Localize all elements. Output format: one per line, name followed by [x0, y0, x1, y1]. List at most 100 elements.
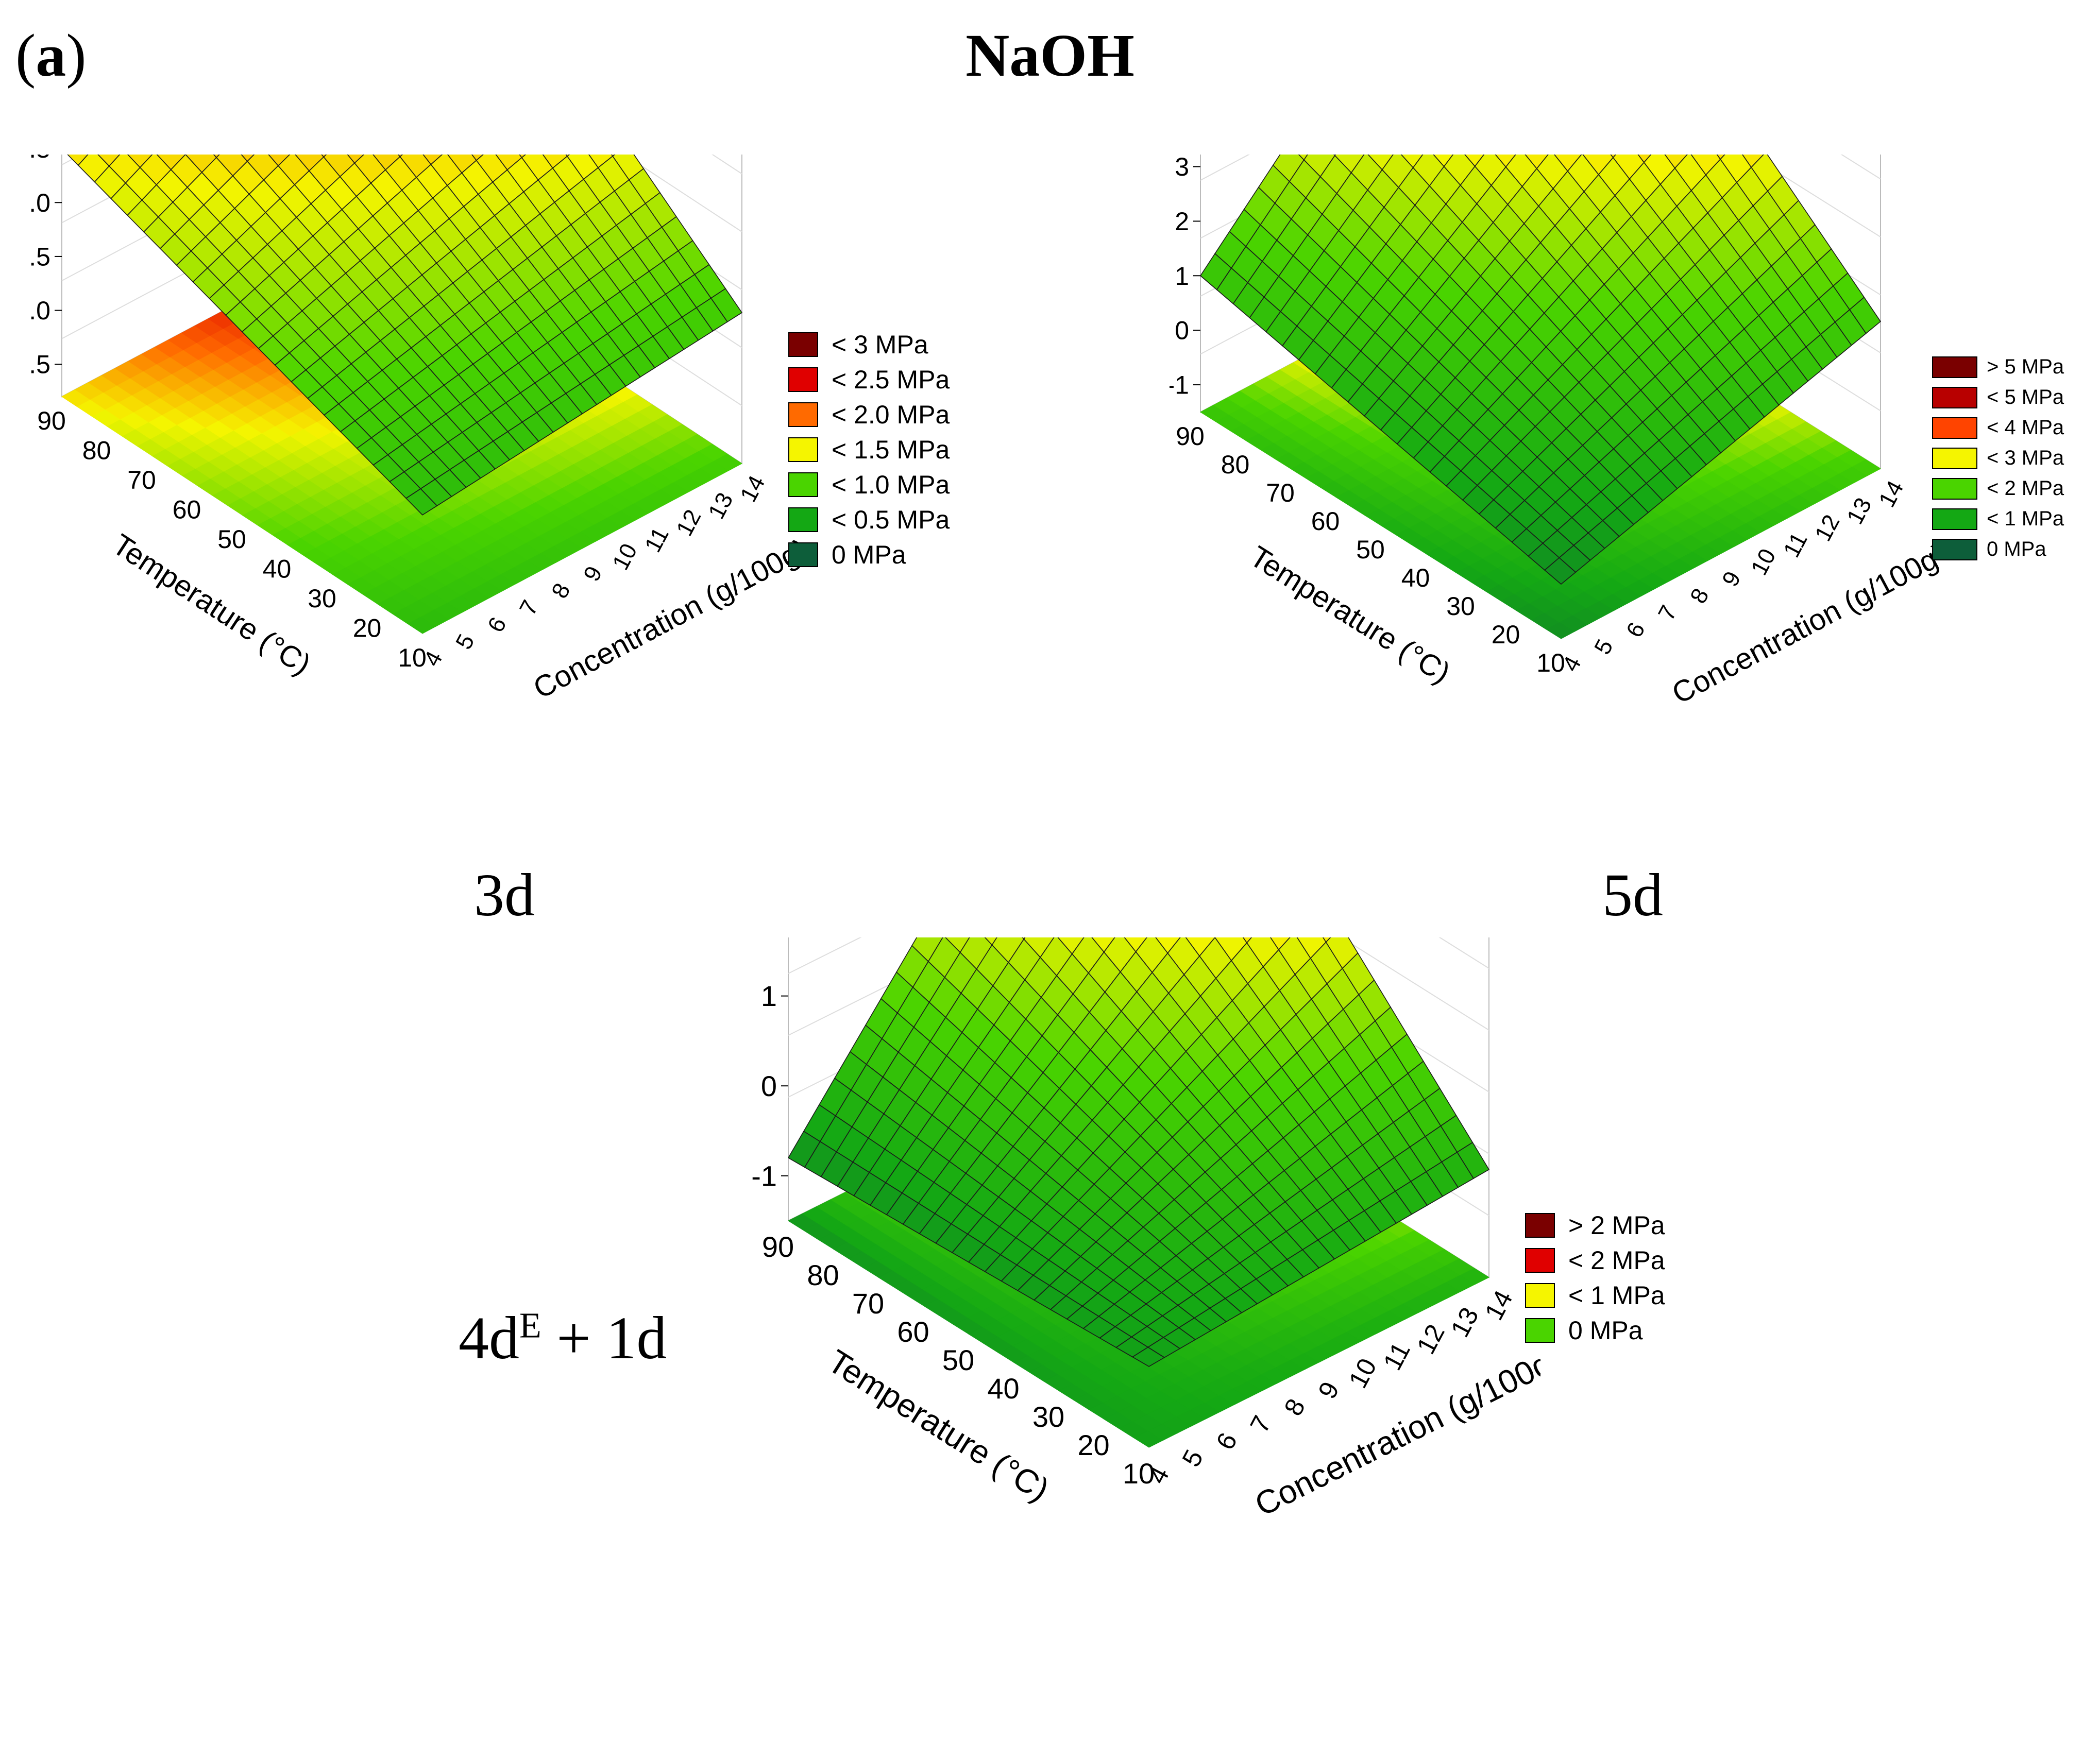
surface-cell	[67, 155, 89, 166]
y-tick-label: 11	[1778, 528, 1813, 561]
x-tick-label: 70	[1266, 479, 1295, 507]
x-tick-label: 70	[852, 1287, 884, 1320]
x-axis-label: Temperature (°C)	[821, 1342, 1055, 1509]
surface-cell	[984, 937, 997, 946]
caption-5d: 5d	[1602, 861, 1663, 929]
legend-entry: < 0.5 MPa	[788, 505, 950, 535]
z-tick-label: 1.0	[31, 189, 50, 217]
legend-swatch	[788, 332, 818, 357]
legend-label: < 3 MPa	[832, 330, 928, 359]
legend-entry: < 2.0 MPa	[788, 400, 950, 430]
legend-entry: > 5 MPa	[1932, 355, 2064, 379]
x-axis-label: Temperature (°C)	[1244, 539, 1457, 690]
panel-label: (a)	[15, 21, 87, 91]
y-axis-label: Concentration (g/100g)	[1667, 537, 1942, 710]
z-tick-label: 0.0	[31, 296, 50, 325]
legend-label: < 2.5 MPa	[832, 365, 950, 394]
z-tick-label: -0.5	[31, 350, 50, 379]
y-tick-label: 10	[607, 539, 642, 574]
y-tick-label: 12	[1411, 1320, 1450, 1359]
legend-entry: 0 MPa	[1525, 1316, 1665, 1345]
legend-entry: < 2.5 MPa	[788, 365, 950, 395]
y-tick-label: 14	[735, 471, 770, 506]
legend-label: < 4 MPa	[1987, 416, 2064, 439]
legend-swatch	[1525, 1318, 1555, 1343]
legend-swatch	[788, 402, 818, 427]
y-tick-label: 5	[1589, 635, 1618, 659]
y-tick-label: 5	[1176, 1445, 1209, 1472]
x-tick-label: 90	[762, 1231, 794, 1263]
y-tick-label: 8	[1685, 584, 1714, 608]
caption-rest: + 1d	[556, 1304, 667, 1372]
legend-label: < 2.0 MPa	[832, 400, 950, 429]
surface-cell	[241, 155, 255, 162]
plot-body: -101234Flexural strength (MPa)9080706050…	[751, 937, 1540, 1523]
legend-entry: < 3 MPa	[788, 330, 950, 360]
x-tick-label: 90	[1176, 422, 1205, 451]
legend-swatch	[788, 437, 818, 462]
legend-entry: < 1 MPa	[1932, 507, 2064, 531]
legend-swatch	[788, 542, 818, 567]
surface-cell	[1298, 155, 1308, 161]
plot-body: -101234567Flexural strength (MPa)9080706…	[1170, 155, 1942, 710]
legend-swatch	[1932, 538, 1977, 560]
x-axis-label: Temperature (°C)	[107, 527, 317, 681]
legend-entry: < 2 MPa	[1525, 1245, 1665, 1275]
surface-cell	[1242, 937, 1252, 944]
legend-label: < 0.5 MPa	[832, 505, 950, 534]
y-tick-label: 14	[1873, 476, 1909, 511]
x-tick-label: 80	[807, 1259, 839, 1291]
y-tick-label: 9	[1717, 567, 1746, 591]
legend-swatch	[1932, 386, 1977, 408]
x-tick-label: 60	[897, 1316, 929, 1348]
x-tick-label: 20	[353, 614, 382, 643]
caption-sup: E	[519, 1306, 541, 1346]
y-tick-label: 6	[482, 613, 512, 637]
legend-swatch	[1525, 1248, 1555, 1273]
x-tick-label: 50	[1356, 535, 1385, 564]
surface-cell	[1464, 155, 1485, 167]
legend-entry: > 2 MPa	[1525, 1210, 1665, 1240]
legend-entry: < 3 MPa	[1932, 447, 2064, 470]
x-tick-label: 90	[37, 406, 66, 435]
legend-label: < 5 MPa	[1987, 386, 2064, 408]
legend-label: 0 MPa	[1987, 538, 2046, 560]
legend-entry: < 4 MPa	[1932, 416, 2064, 439]
y-tick-label: 9	[578, 562, 607, 586]
panel-label-letter: a	[36, 22, 66, 89]
legend-label: 0 MPa	[1568, 1316, 1643, 1345]
plot-body: -0.50.00.51.01.52.02.53.03.5Flexural str…	[31, 155, 804, 705]
y-tick-label: 7	[1244, 1411, 1277, 1438]
x-tick-label: 30	[1446, 592, 1475, 621]
caption-3d: 3d	[474, 861, 535, 929]
x-tick-label: 40	[1401, 563, 1430, 592]
surface-cell	[1433, 155, 1454, 167]
y-tick-label: 13	[1445, 1303, 1484, 1342]
y-tick-label: 6	[1210, 1428, 1243, 1455]
x-tick-label: 70	[127, 466, 156, 494]
legend-label: < 2 MPa	[1987, 477, 2064, 500]
surface-cell	[213, 155, 220, 158]
legend-label: < 1 MPa	[1568, 1281, 1665, 1310]
legend-entry: < 1 MPa	[1525, 1280, 1665, 1310]
surface-cell	[1610, 155, 1617, 159]
legend-swatch	[788, 367, 818, 392]
x-tick-label: 10	[398, 643, 427, 672]
legend-swatch	[1932, 477, 1977, 500]
z-tick-label: 0	[1175, 316, 1189, 345]
legend-4de-1d: > 2 MPa < 2 MPa < 1 MPa 0 MPa	[1525, 1210, 1665, 1351]
legend-swatch	[1525, 1213, 1555, 1238]
legend-swatch	[1525, 1283, 1555, 1308]
y-tick-label: 14	[1479, 1286, 1518, 1325]
legend-3d: < 3 MPa < 2.5 MPa < 2.0 MPa < 1.5 MPa < 1.0 …	[788, 330, 950, 575]
legend-swatch	[1932, 417, 1977, 439]
y-tick-label: 6	[1621, 618, 1650, 642]
surface-cell	[347, 155, 365, 164]
surface-cell	[471, 155, 484, 161]
y-tick-label: 11	[1377, 1337, 1416, 1375]
legend-entry: 0 MPa	[788, 540, 950, 570]
y-tick-label: 9	[1312, 1377, 1345, 1404]
x-tick-label: 20	[1492, 620, 1520, 649]
caption-4de-1d: 4dE + 1d	[459, 1303, 667, 1373]
legend-label: < 1.5 MPa	[832, 435, 950, 464]
